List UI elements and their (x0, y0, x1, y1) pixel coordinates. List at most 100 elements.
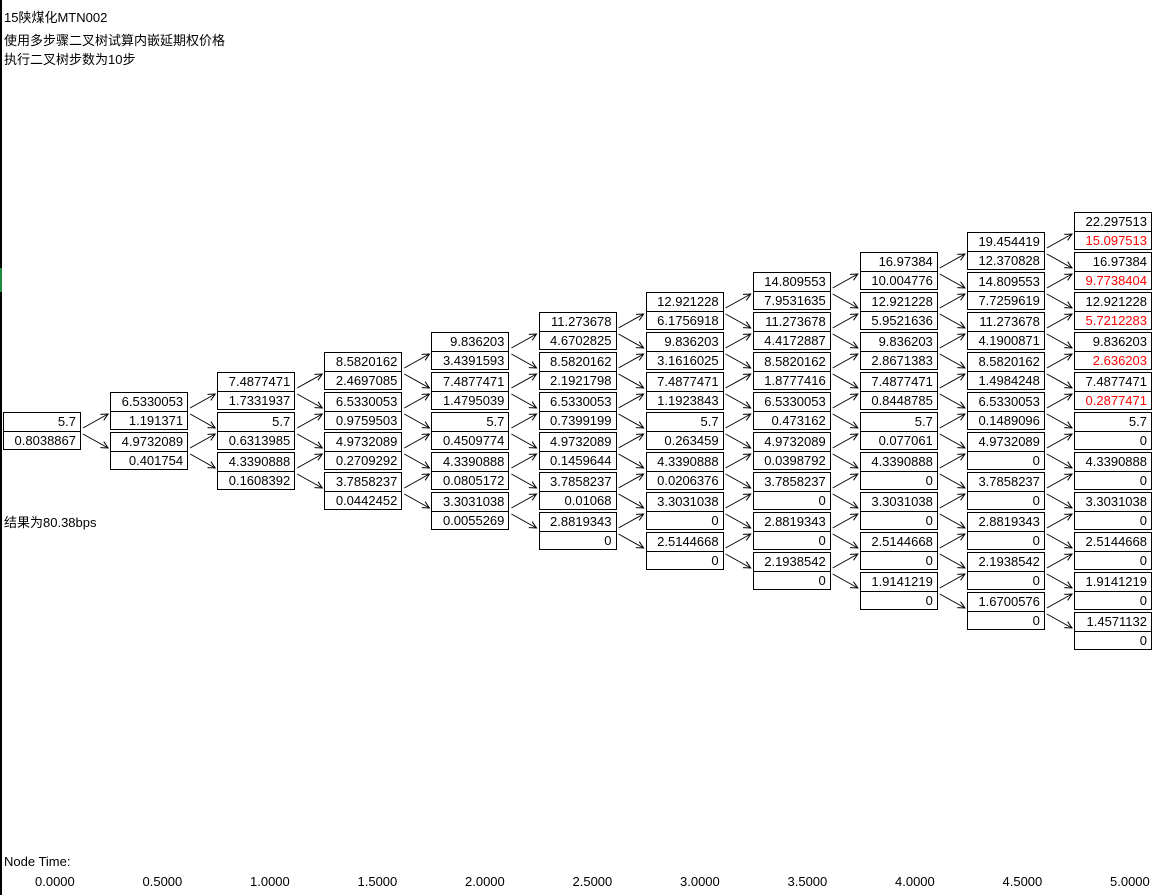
up-move-arrow (618, 434, 644, 449)
node-option-value: 4.1900871 (978, 333, 1040, 348)
down-move-arrow (511, 473, 536, 488)
node-divider (539, 451, 616, 452)
node-underlying-value: 1.6700576 (978, 594, 1040, 609)
node-divider (753, 291, 830, 292)
node-time-value: 1.5000 (357, 874, 398, 889)
tree-node: 5.7 0.8038867 (3, 412, 81, 450)
node-underlying-value: 9.836203 (1092, 334, 1147, 349)
up-move-arrow (511, 334, 536, 349)
node-underlying-value: 8.5820162 (764, 354, 826, 369)
node-divider (646, 551, 723, 552)
down-move-arrow (832, 293, 858, 308)
tree-node: 8.5820162 1.8777416 (752, 352, 831, 390)
tree-node: 14.809553 7.7259619 (966, 272, 1045, 310)
node-underlying-value: 3.7858237 (335, 474, 398, 489)
node-divider (967, 371, 1044, 372)
node-option-value: 0.0805172 (442, 473, 505, 488)
tree-node: 4.3390888 0.0206376 (645, 452, 724, 490)
node-divider (1075, 471, 1151, 472)
down-move-arrow (296, 433, 322, 448)
node-underlying-value: 4.3390888 (657, 454, 719, 469)
node-divider (967, 491, 1044, 492)
down-move-arrow (189, 453, 215, 468)
node-divider (646, 471, 723, 472)
node-option-value: 0.2709292 (335, 453, 398, 468)
node-divider (967, 611, 1044, 612)
tree-node: 2.5144668 0 (1074, 532, 1152, 570)
node-divider (325, 411, 402, 412)
up-move-arrow (618, 394, 644, 409)
node-divider (860, 551, 937, 552)
up-move-arrow (1046, 274, 1072, 289)
node-option-value: 10.004776 (871, 273, 933, 288)
node-underlying-value: 6.5330053 (335, 394, 398, 409)
up-move-arrow (618, 354, 644, 369)
node-underlying-value: 2.5144668 (657, 534, 719, 549)
tree-node: 6.5330053 0.9759503 (324, 392, 403, 430)
up-move-arrow (1046, 434, 1072, 449)
node-divider (111, 411, 188, 412)
down-move-arrow (939, 393, 965, 408)
down-move-arrow (618, 453, 644, 468)
node-divider (432, 471, 509, 472)
node-option-value: 0.1489096 (978, 413, 1040, 428)
node-divider (1075, 431, 1151, 432)
node-option-value: 0.077061 (878, 433, 933, 448)
tree-node: 16.97384 9.7738404 (1074, 252, 1152, 290)
node-option-value: 5.7212283 (1085, 313, 1147, 328)
node-divider (646, 311, 723, 312)
tree-node: 7.4877471 1.4795039 (431, 372, 510, 410)
node-underlying-value: 9.836203 (878, 334, 933, 349)
up-move-arrow (404, 434, 429, 449)
node-option-value: 0 (818, 573, 826, 588)
tree-node: 1.4571132 0 (1074, 612, 1152, 650)
node-option-value: 2.8671383 (871, 353, 933, 368)
down-move-arrow (1046, 573, 1072, 588)
down-move-arrow (1046, 533, 1072, 548)
up-move-arrow (939, 454, 965, 469)
node-underlying-value: 3.7858237 (550, 474, 612, 489)
tree-node: 14.809553 7.9531635 (752, 272, 831, 310)
node-option-value: 0 (925, 553, 933, 568)
up-move-arrow (511, 414, 536, 429)
node-underlying-value: 4.3390888 (228, 454, 291, 469)
down-move-arrow (1046, 253, 1072, 268)
node-divider (646, 431, 723, 432)
node-time-value: 3.5000 (787, 874, 828, 889)
node-time-value: 2.0000 (465, 874, 505, 889)
up-move-arrow (1046, 354, 1072, 369)
node-divider (1075, 591, 1151, 592)
node-option-value: 0.2877471 (1085, 393, 1147, 408)
down-move-arrow (832, 373, 858, 388)
node-option-value: 0 (1139, 553, 1147, 568)
node-underlying-value: 1.9141219 (1085, 574, 1147, 589)
node-underlying-value: 14.809553 (978, 274, 1040, 289)
node-divider (967, 291, 1044, 292)
up-move-arrow (1046, 554, 1072, 569)
down-move-arrow (1046, 373, 1072, 388)
up-move-arrow (618, 474, 644, 489)
left-border (0, 0, 2, 895)
down-move-arrow (296, 393, 322, 408)
down-move-arrow (939, 313, 965, 328)
tree-node: 2.8819343 0 (538, 512, 617, 550)
tree-node: 9.836203 3.1616025 (645, 332, 724, 370)
tree-node: 7.4877471 0.8448785 (859, 372, 938, 410)
node-underlying-value: 22.297513 (1085, 214, 1147, 229)
node-option-value: 1.4795039 (442, 393, 505, 408)
node-option-value: 3.4391593 (442, 353, 505, 368)
node-underlying-value: 5.7 (1128, 414, 1147, 429)
node-underlying-value: 3.7858237 (978, 474, 1040, 489)
down-move-arrow (618, 413, 644, 428)
tree-node: 5.7 0.6313985 (217, 412, 296, 450)
node-underlying-value: 7.4877471 (657, 374, 719, 389)
node-option-value: 1.8777416 (764, 373, 826, 388)
tree-node: 4.3390888 0 (859, 452, 938, 490)
node-divider (860, 511, 937, 512)
node-underlying-value: 1.4571132 (1086, 614, 1148, 629)
tree-node: 8.5820162 1.4984248 (966, 352, 1045, 390)
node-divider (218, 391, 295, 392)
tree-node: 8.5820162 2.4697085 (324, 352, 403, 390)
node-underlying-value: 8.5820162 (978, 354, 1040, 369)
node-underlying-value: 11.273678 (765, 314, 826, 329)
